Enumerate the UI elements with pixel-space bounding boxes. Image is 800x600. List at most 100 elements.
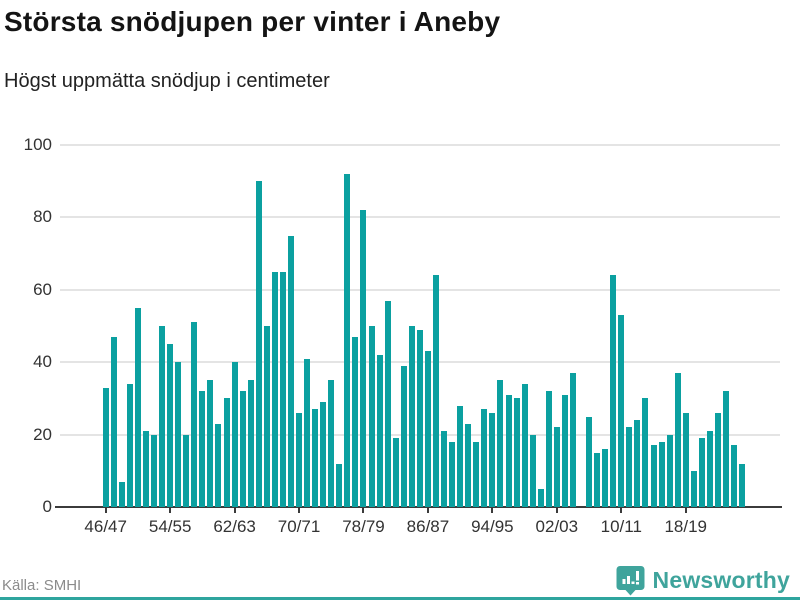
- x-tick-86/87: [426, 508, 429, 513]
- bar-48/49: [118, 481, 125, 507]
- x-axis-line: [55, 506, 782, 508]
- y-axis-label-0: 0: [42, 497, 52, 516]
- x-axis-label-86/87: 86/87: [406, 517, 450, 536]
- bar-49/50: [126, 383, 133, 507]
- x-axis-label-18/19: 18/19: [664, 517, 707, 536]
- bar-57/58: [191, 322, 198, 507]
- bar-10/11: [618, 315, 625, 507]
- x-axis-label-62/63: 62/63: [213, 517, 256, 536]
- gridline-100: [60, 144, 780, 146]
- bar-11/12: [626, 427, 633, 507]
- bar-98/99: [521, 383, 528, 507]
- bar-22/23: [714, 412, 721, 507]
- bar-73/74: [320, 402, 327, 507]
- gridline-80: [60, 216, 780, 219]
- bar-61/62: [223, 398, 230, 507]
- bar-13/14: [642, 398, 649, 507]
- bar-75/76: [336, 463, 343, 507]
- bar-00/01: [537, 488, 544, 507]
- bar-02/03: [553, 427, 560, 507]
- bar-79/80: [368, 326, 375, 507]
- y-axis-label-20: 20: [33, 424, 52, 444]
- source-label: Källa: SMHI: [2, 577, 82, 594]
- bar-78/79: [360, 210, 367, 507]
- x-axis-label-70/71: 70/71: [277, 517, 321, 536]
- bar-88/89: [441, 430, 448, 507]
- bar-64/65: [247, 380, 254, 507]
- x-tick-18/19: [684, 508, 687, 513]
- bar-86/87: [424, 351, 431, 507]
- bar-58/59: [199, 391, 206, 507]
- bar-72/73: [312, 409, 319, 507]
- y-axis-label-60: 60: [33, 279, 52, 299]
- bar-09/10: [610, 275, 617, 507]
- gridline-60: [60, 288, 780, 291]
- bar-07/08: [594, 452, 601, 507]
- x-axis-label-54/55: 54/55: [148, 517, 192, 536]
- bar-68/69: [279, 271, 286, 507]
- bar-95/96: [497, 380, 504, 507]
- bar-14/15: [650, 445, 657, 507]
- bar-83/84: [400, 365, 407, 507]
- x-axis-label-10/11: 10/11: [600, 517, 642, 536]
- bar-20/21: [698, 438, 705, 507]
- bar-91/92: [465, 423, 472, 507]
- bar-08/09: [602, 449, 609, 507]
- bar-81/82: [384, 300, 391, 507]
- bar-96/97: [505, 394, 512, 507]
- bar-84/85: [408, 326, 415, 507]
- y-axis-label-100: 100: [23, 135, 52, 154]
- bar-94/95: [489, 412, 496, 507]
- bar-55/56: [175, 362, 182, 507]
- x-axis-label-46/47: 46/47: [84, 517, 127, 536]
- y-axis-label-80: 80: [33, 207, 52, 227]
- bar-93/94: [481, 409, 488, 507]
- bar-60/61: [215, 423, 222, 507]
- bar-71/72: [304, 358, 311, 507]
- brand-wordmark: Newsworthy: [652, 567, 790, 593]
- bar-59/60: [207, 380, 214, 507]
- bar-63/64: [239, 391, 246, 507]
- brand-bottom-bar: [0, 597, 800, 600]
- brand-logo: Newsworthy: [616, 565, 790, 596]
- bar-18/19: [682, 412, 689, 507]
- bar-19/20: [690, 470, 697, 507]
- y-axis-label-40: 40: [33, 352, 52, 372]
- bar-06/07: [586, 416, 593, 507]
- chart-title: Största snödjupen per vinter i Aneby: [4, 6, 501, 37]
- bar-50/51: [134, 307, 141, 507]
- x-tick-46/47: [104, 508, 107, 513]
- bar-12/13: [634, 420, 641, 507]
- bar-25/26: [739, 463, 746, 507]
- bar-85/86: [416, 329, 423, 507]
- bar-17/18: [674, 373, 681, 507]
- x-axis-label-02/03: 02/03: [535, 517, 579, 536]
- x-tick-62/63: [233, 508, 236, 513]
- bar-82/83: [392, 438, 399, 507]
- bar-67/68: [271, 271, 278, 507]
- x-tick-54/55: [169, 508, 172, 513]
- x-axis-label-94/95: 94/95: [471, 517, 514, 536]
- bar-74/75: [328, 380, 335, 507]
- bar-15/16: [658, 441, 665, 507]
- bar-87/88: [432, 275, 439, 507]
- x-axis-label-78/79: 78/79: [342, 517, 385, 536]
- bar-69/70: [287, 235, 294, 507]
- bar-04/05: [569, 373, 576, 507]
- bar-56/57: [183, 434, 190, 507]
- bar-65/66: [255, 181, 262, 507]
- bar-23/24: [723, 391, 729, 507]
- bar-77/78: [352, 336, 359, 507]
- bar-47/48: [110, 336, 117, 507]
- bar-53/54: [159, 326, 166, 507]
- bar-92/93: [473, 441, 480, 507]
- bar-76/77: [344, 173, 351, 507]
- bar-54/55: [167, 344, 174, 507]
- bar-52/53: [151, 434, 158, 507]
- x-tick-94/95: [491, 508, 494, 513]
- bar-16/17: [666, 434, 673, 507]
- bar-80/81: [376, 354, 383, 507]
- bar-70/71: [296, 412, 303, 507]
- bar-90/91: [457, 405, 464, 507]
